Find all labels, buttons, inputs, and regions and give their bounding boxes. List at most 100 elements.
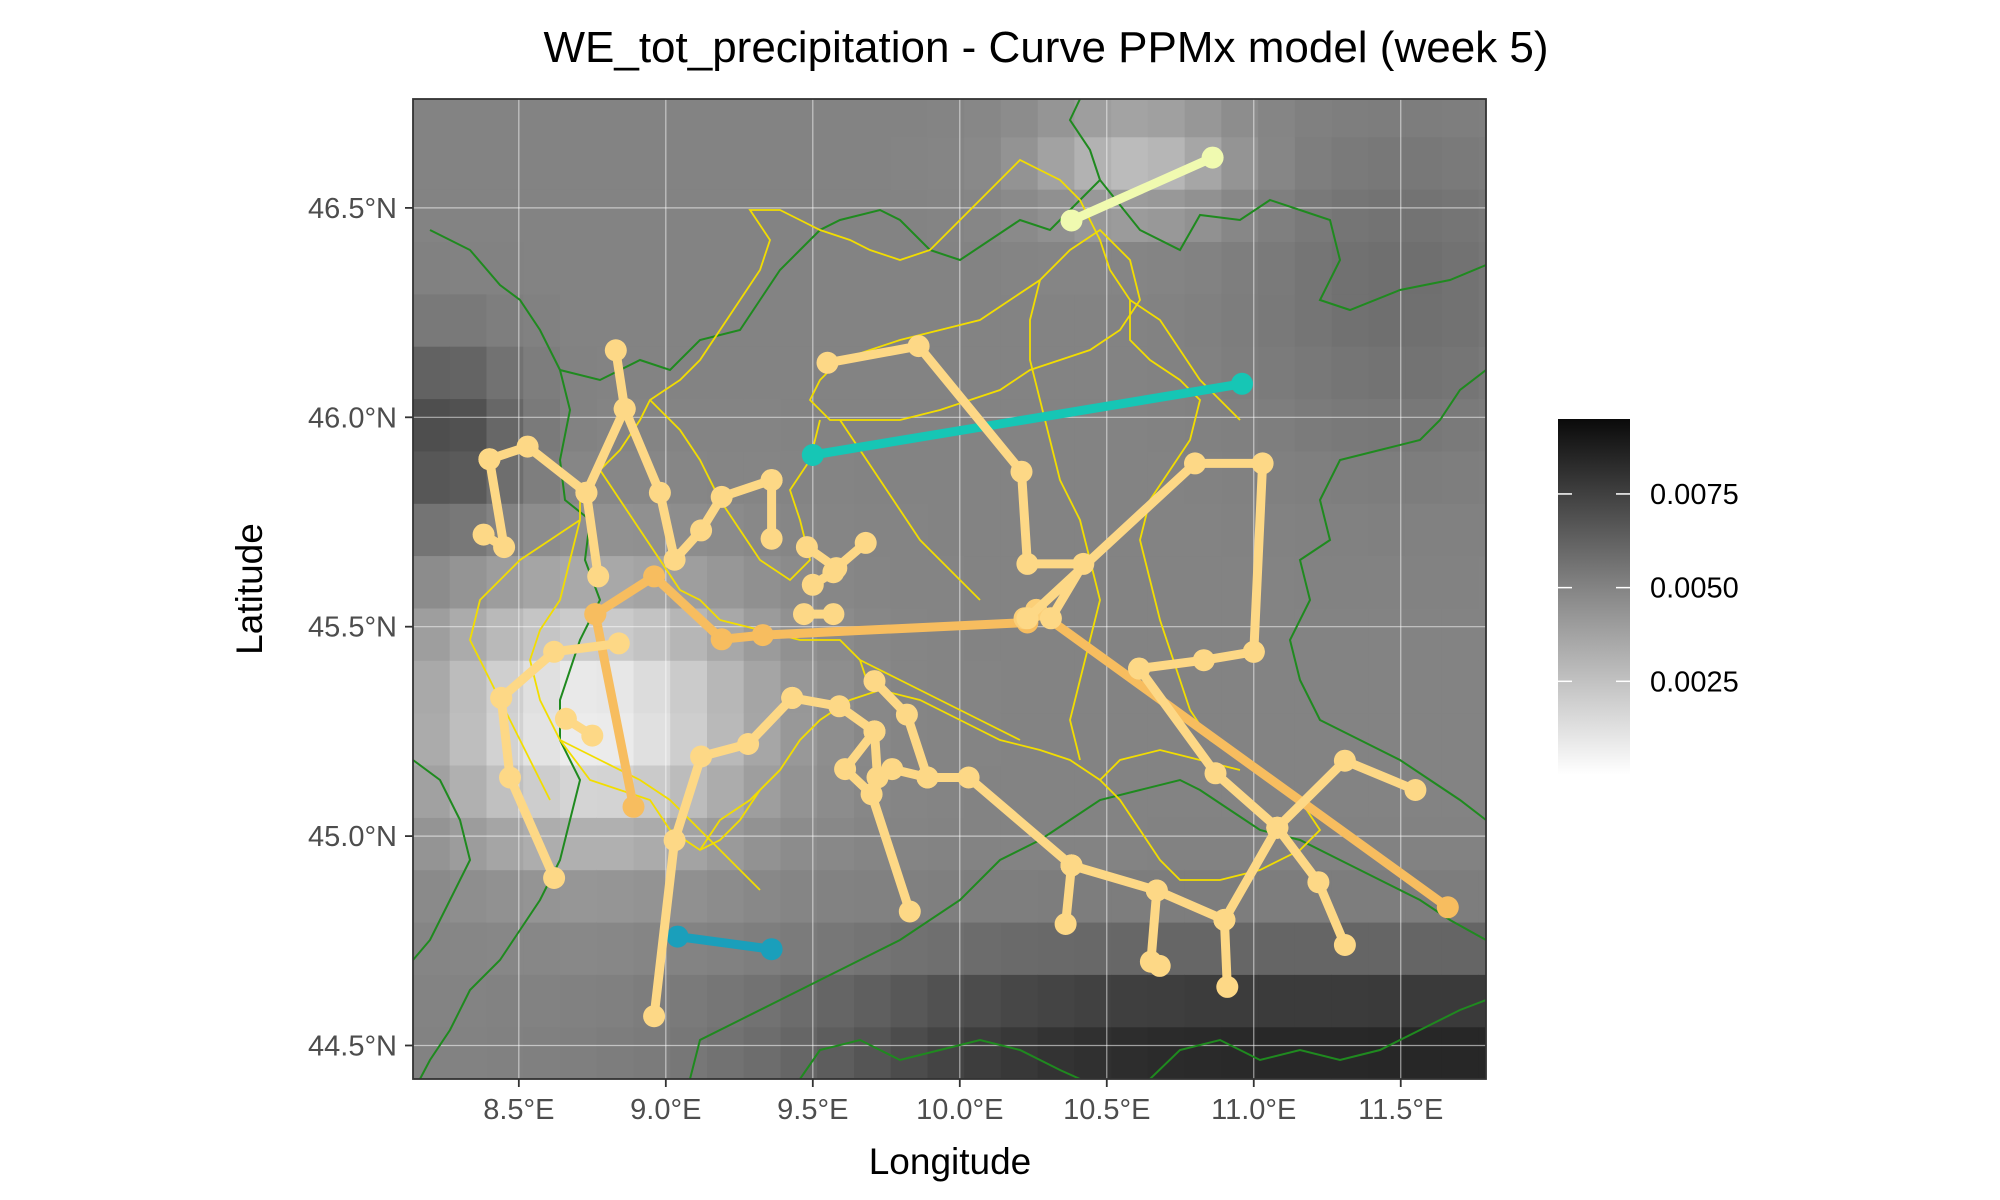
raster-cell <box>964 1026 1002 1079</box>
raster-cell <box>964 607 1002 661</box>
raster-cell <box>1405 712 1443 766</box>
regional-boundary-southeast <box>1149 999 1486 1079</box>
raster-cell <box>1515 398 1552 451</box>
raster-cell <box>1478 398 1486 452</box>
raster-cell <box>1405 398 1443 452</box>
raster-cell <box>1441 817 1480 871</box>
raster-cell <box>1441 1026 1480 1079</box>
raster-cell <box>1368 189 1406 242</box>
national-boundary-swiss-south <box>559 99 1102 382</box>
raster-cell <box>413 712 414 766</box>
raster-cell <box>1368 660 1406 714</box>
raster-cell <box>670 241 708 295</box>
raster-cell <box>486 189 524 242</box>
raster-cell <box>1295 1079 1332 1132</box>
raster-cell <box>1368 555 1406 609</box>
raster-cell <box>486 136 524 190</box>
station-point <box>751 624 774 647</box>
raster-cell <box>633 712 671 766</box>
route-cluster <box>1016 452 1274 663</box>
raster-cell <box>413 974 414 1028</box>
raster-cell <box>743 293 781 347</box>
raster-cell <box>560 293 598 347</box>
map-panel <box>413 84 1552 1132</box>
station-point <box>957 766 980 789</box>
raster-cell <box>1442 1079 1479 1132</box>
province-boundary-milano <box>719 619 871 691</box>
route-cluster <box>863 670 939 789</box>
station-point <box>1192 649 1215 672</box>
raster-cell <box>707 660 745 714</box>
raster-cell <box>927 974 965 1028</box>
raster-cell <box>1368 450 1406 504</box>
raster-cell <box>449 555 487 609</box>
raster-cell <box>854 99 892 138</box>
raster-cell <box>1441 189 1480 242</box>
raster-cell <box>1294 99 1333 138</box>
station-point <box>581 724 604 747</box>
raster-cell <box>670 136 708 190</box>
route-cluster <box>554 707 604 747</box>
raster-cell <box>1037 764 1075 818</box>
station-point <box>1204 762 1227 785</box>
station-point <box>1404 779 1427 801</box>
raster-cell <box>1148 1079 1185 1132</box>
raster-cell <box>890 241 928 295</box>
raster-cell <box>523 921 561 975</box>
station-point <box>895 703 918 726</box>
raster-cell <box>854 555 892 609</box>
raster-cell <box>1184 555 1222 609</box>
raster-cell <box>449 189 487 242</box>
raster-cell <box>1258 921 1296 975</box>
national-boundaries <box>413 99 1486 1079</box>
raster-cell <box>890 450 928 504</box>
colorbar-ticks: 0.0025 0.0050 0.0075 <box>1558 479 1739 698</box>
raster-cell <box>1331 346 1369 400</box>
raster-cell <box>1515 84 1552 137</box>
station-point <box>613 397 636 420</box>
raster-cell <box>1515 974 1552 1027</box>
province-boundary-sondrio <box>808 228 1141 421</box>
raster-cell <box>1331 869 1369 923</box>
raster-cell <box>817 712 855 766</box>
station-point <box>737 733 760 755</box>
raster-cell <box>1515 294 1552 347</box>
raster-cell <box>817 974 855 1028</box>
raster-cell <box>597 1079 634 1132</box>
raster-cell <box>1368 398 1406 452</box>
raster-cell <box>560 241 598 295</box>
raster-cell <box>1405 817 1443 871</box>
raster-cell <box>1037 712 1075 766</box>
raster-cell <box>707 1026 745 1079</box>
raster-cell <box>1184 1026 1222 1079</box>
raster-cell <box>1368 136 1406 190</box>
raster-cell <box>1000 921 1039 975</box>
province-boundaries <box>469 158 1322 891</box>
raster-cell <box>486 817 524 871</box>
raster-cell <box>1221 293 1259 347</box>
raster-cell <box>927 450 965 504</box>
raster-cell <box>523 293 561 347</box>
raster-cell <box>1441 136 1480 190</box>
raster-cell <box>1478 99 1486 138</box>
raster-cell <box>1368 346 1406 400</box>
raster-cell <box>413 241 451 295</box>
route-cluster <box>575 481 610 588</box>
station-point <box>860 783 883 806</box>
panel-border <box>412 98 1487 1080</box>
route-line <box>808 379 1247 460</box>
station-point <box>554 707 577 730</box>
raster-cell <box>890 503 928 557</box>
raster-cell <box>1221 503 1259 557</box>
raster-cell <box>1184 293 1222 347</box>
station-point <box>643 565 666 588</box>
regional-boundary-west-south <box>413 759 472 961</box>
raster-cell <box>1221 189 1259 242</box>
route-cluster <box>801 372 1253 466</box>
raster-cell <box>1478 136 1486 190</box>
precipitation-raster <box>413 84 1552 1132</box>
raster-cell <box>1221 660 1259 714</box>
regional-boundary-south-coast <box>799 1038 1081 1079</box>
raster-cell <box>1478 1026 1486 1079</box>
raster-cell <box>1184 503 1222 557</box>
